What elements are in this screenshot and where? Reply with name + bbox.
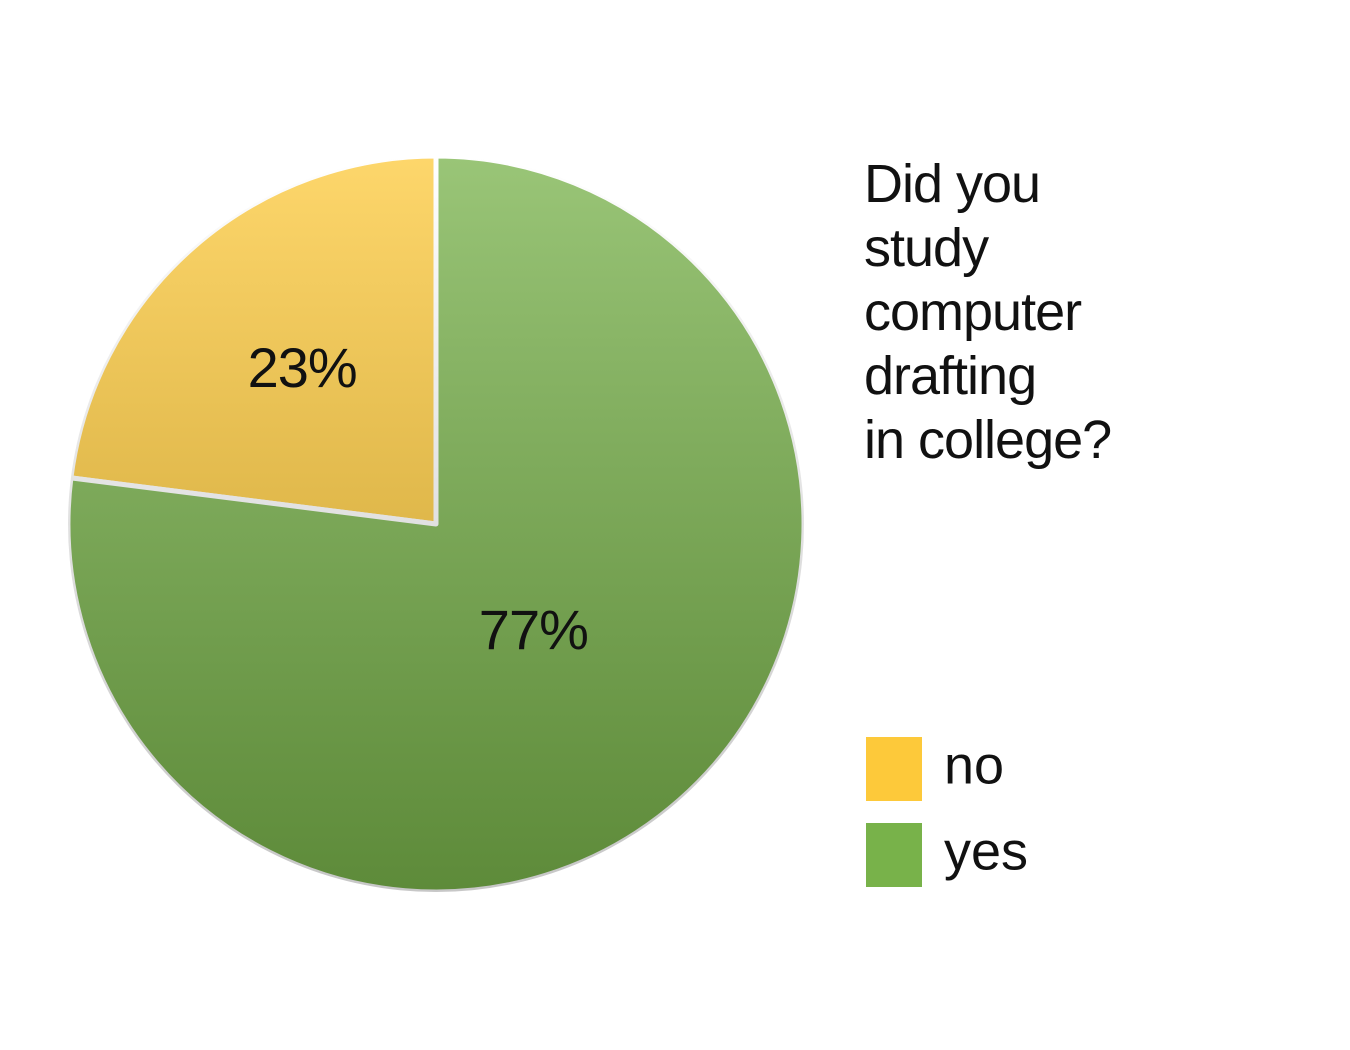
- value-label: 77%: [479, 598, 588, 661]
- legend-swatch: [866, 823, 922, 887]
- legend-swatch: [866, 737, 922, 801]
- legend-label: no: [944, 735, 1004, 795]
- legend-label: yes: [944, 821, 1028, 881]
- value-label: 23%: [248, 336, 357, 399]
- chart-title: Did you study computer drafting in colle…: [864, 154, 1112, 470]
